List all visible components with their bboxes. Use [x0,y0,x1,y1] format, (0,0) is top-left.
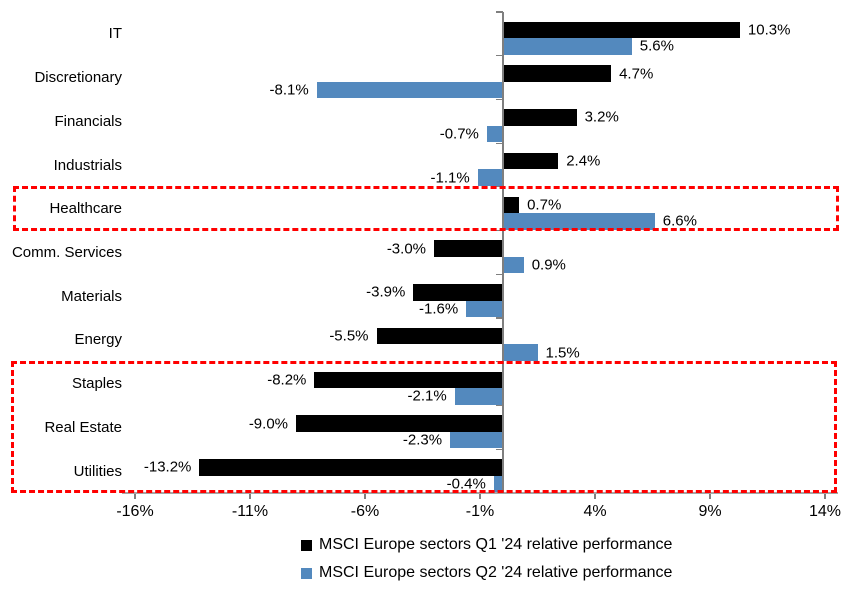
legend-swatch-q2 [301,567,312,579]
legend-item-q1: MSCI Europe sectors Q1 '24 relative perf… [301,534,672,556]
value-label-q2-energy: 1.5% [545,344,580,362]
value-label-q2-staples: -2.1% [407,387,447,405]
x-axis-tick--11 [249,493,251,499]
bar-q2-materials [466,300,503,318]
bar-q1-staples [314,371,503,389]
value-label-q2-it: 5.6% [639,37,674,55]
bar-q1-utilities [199,459,503,476]
category-label-financials: Financials [54,112,122,130]
x-axis-tick-14 [824,493,826,499]
x-axis-label--1: -1% [465,503,495,520]
category-axis-tick [496,273,503,275]
value-label-q1-industrials: 2.4% [566,152,601,170]
value-label-q1-it: 10.3% [747,21,791,39]
category-label-energy: Energy [74,331,122,349]
bar-q2-discretionary [316,81,503,99]
value-label-q1-financials: 3.2% [584,108,619,126]
bar-q1-it [503,21,740,39]
bar-q2-industrials [477,169,503,186]
legend-item-q2: MSCI Europe sectors Q2 '24 relative perf… [301,562,672,584]
value-label-q1-discretionary: 4.7% [619,65,654,83]
bar-q2-staples [454,388,503,405]
category-label-industrials: Industrials [53,156,122,174]
x-axis-tick-9 [709,493,711,499]
bar-q2-energy [503,344,538,361]
x-axis-label-4: 4% [583,503,607,520]
category-axis-tick [496,448,503,450]
category-axis-tick [496,11,503,13]
category-label-comm-services: Comm. Services [11,243,122,261]
category-axis-tick [496,404,503,407]
bar-q1-real-estate [296,415,503,432]
category-label-discretionary: Discretionary [34,69,122,87]
value-label-q2-industrials: -1.1% [430,169,470,187]
category-axis-tick [496,142,503,144]
value-axis-line [122,492,838,494]
value-label-q2-discretionary: -8.1% [269,81,309,99]
bar-q2-comm-services [503,256,524,274]
bar-q2-healthcare [503,213,655,230]
category-label-real-estate: Real Estate [44,418,122,436]
category-label-healthcare: Healthcare [49,200,122,218]
x-axis-label--11: -11% [231,503,269,520]
bar-q1-financials [503,109,577,126]
value-label-q2-financials: -0.7% [439,125,479,143]
category-axis-line [502,12,504,493]
category-label-utilities: Utilities [73,462,122,480]
legend-label-q2: MSCI Europe sectors Q2 '24 relative perf… [319,564,673,581]
value-label-q1-staples: -8.2% [267,371,307,389]
legend-label-q1: MSCI Europe sectors Q1 '24 relative perf… [319,536,673,553]
category-axis-tick [496,98,503,101]
category-label-it: IT [108,25,122,43]
legend-swatch-q1 [301,539,312,551]
bar-q1-comm-services [434,240,503,257]
value-label-q1-comm-services: -3.0% [386,240,426,258]
healthcare-highlight [13,186,839,232]
value-label-q2-materials: -1.6% [419,300,459,318]
x-axis-label--6: -6% [350,503,380,520]
x-axis-tick--6 [364,493,366,499]
value-label-q2-comm-services: 0.9% [531,256,566,274]
category-label-staples: Staples [71,375,122,393]
value-label-q1-healthcare: 0.7% [527,196,562,214]
bar-q2-financials [486,125,503,143]
chart-legend: MSCI Europe sectors Q1 '24 relative perf… [301,534,672,590]
x-axis-label-9: 9% [698,503,722,520]
x-axis-tick-4 [594,493,596,499]
category-axis-tick [496,317,503,319]
x-axis-label-14: 14% [808,503,842,520]
x-axis-tick--1 [479,493,481,499]
value-label-q1-energy: -5.5% [329,327,369,345]
value-label-q1-utilities: -13.2% [143,458,192,476]
bar-q1-industrials [503,152,559,170]
value-label-q2-real-estate: -2.3% [402,431,443,449]
bar-q1-materials [413,284,503,301]
bar-q1-energy [376,327,503,345]
value-label-q2-utilities: -0.4% [446,475,486,493]
bar-q2-real-estate [450,431,503,449]
value-label-q1-materials: -3.9% [366,283,406,301]
bar-q2-utilities [493,475,503,492]
category-label-materials: Materials [61,287,122,305]
bar-q1-discretionary [503,65,612,82]
category-axis-tick [496,55,503,57]
value-label-q1-real-estate: -9.0% [248,415,288,433]
bar-q1-healthcare [503,196,520,214]
x-axis-label--16: -16% [116,503,154,520]
bar-q2-it [503,38,632,55]
x-axis-tick--16 [134,493,136,499]
value-label-q2-healthcare: 6.6% [662,212,697,230]
